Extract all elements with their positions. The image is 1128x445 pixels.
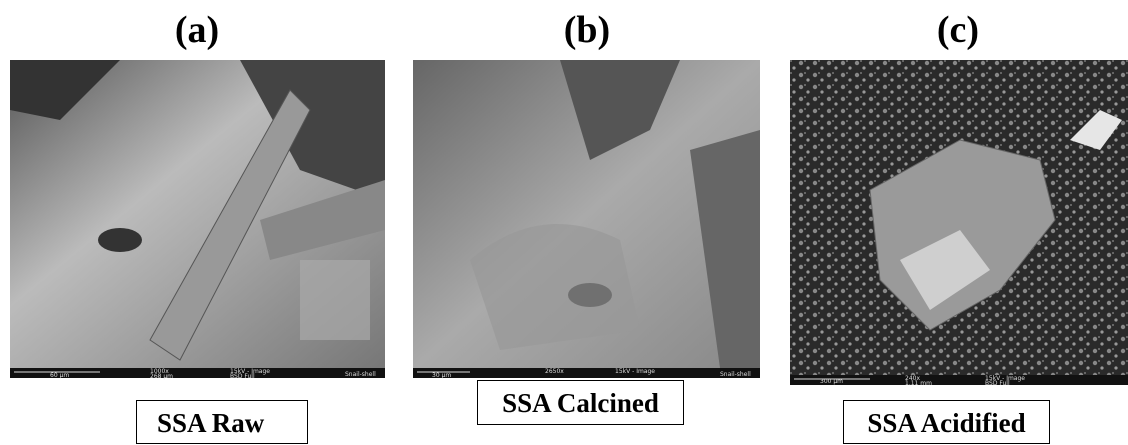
scale-text: 60 µm — [50, 372, 69, 379]
info-text: BSD Full — [985, 380, 1010, 387]
scale-text: 300 µm — [820, 378, 843, 385]
info-text: 268 µm — [150, 373, 173, 380]
info-text: 15kV - Image — [230, 368, 270, 375]
info-text: 15kV - Image — [615, 368, 655, 375]
panel-label: (a) — [174, 9, 220, 51]
sem-image: 30 µm 2650x 15kV - Image Snail-shell — [413, 60, 760, 379]
sem-image: 60 µm 1000x 268 µm 15kV - Image BSD Full… — [10, 60, 385, 380]
scale-text: 30 µm — [432, 372, 451, 379]
info-text: 2650x — [545, 368, 564, 375]
caption: SSA Calcined — [477, 380, 684, 425]
caption: SSA Raw — [136, 400, 308, 444]
info-text: 1000x — [150, 368, 169, 375]
info-text: Snail-shell — [345, 371, 376, 378]
panel-label: (b) — [563, 9, 611, 51]
info-text: 1.11 mm — [905, 380, 932, 387]
info-text: 15kV - Image — [985, 375, 1025, 382]
info-text: Snail-shell — [720, 371, 751, 378]
caption: SSA Acidified — [843, 400, 1050, 444]
panel-label: (c) — [936, 9, 980, 51]
sem-image: 300 µm 240x 1.11 mm 15kV - Image BSD Ful… — [790, 60, 1128, 387]
info-text: 240x — [905, 375, 920, 382]
info-text: BSD Full — [230, 373, 255, 380]
